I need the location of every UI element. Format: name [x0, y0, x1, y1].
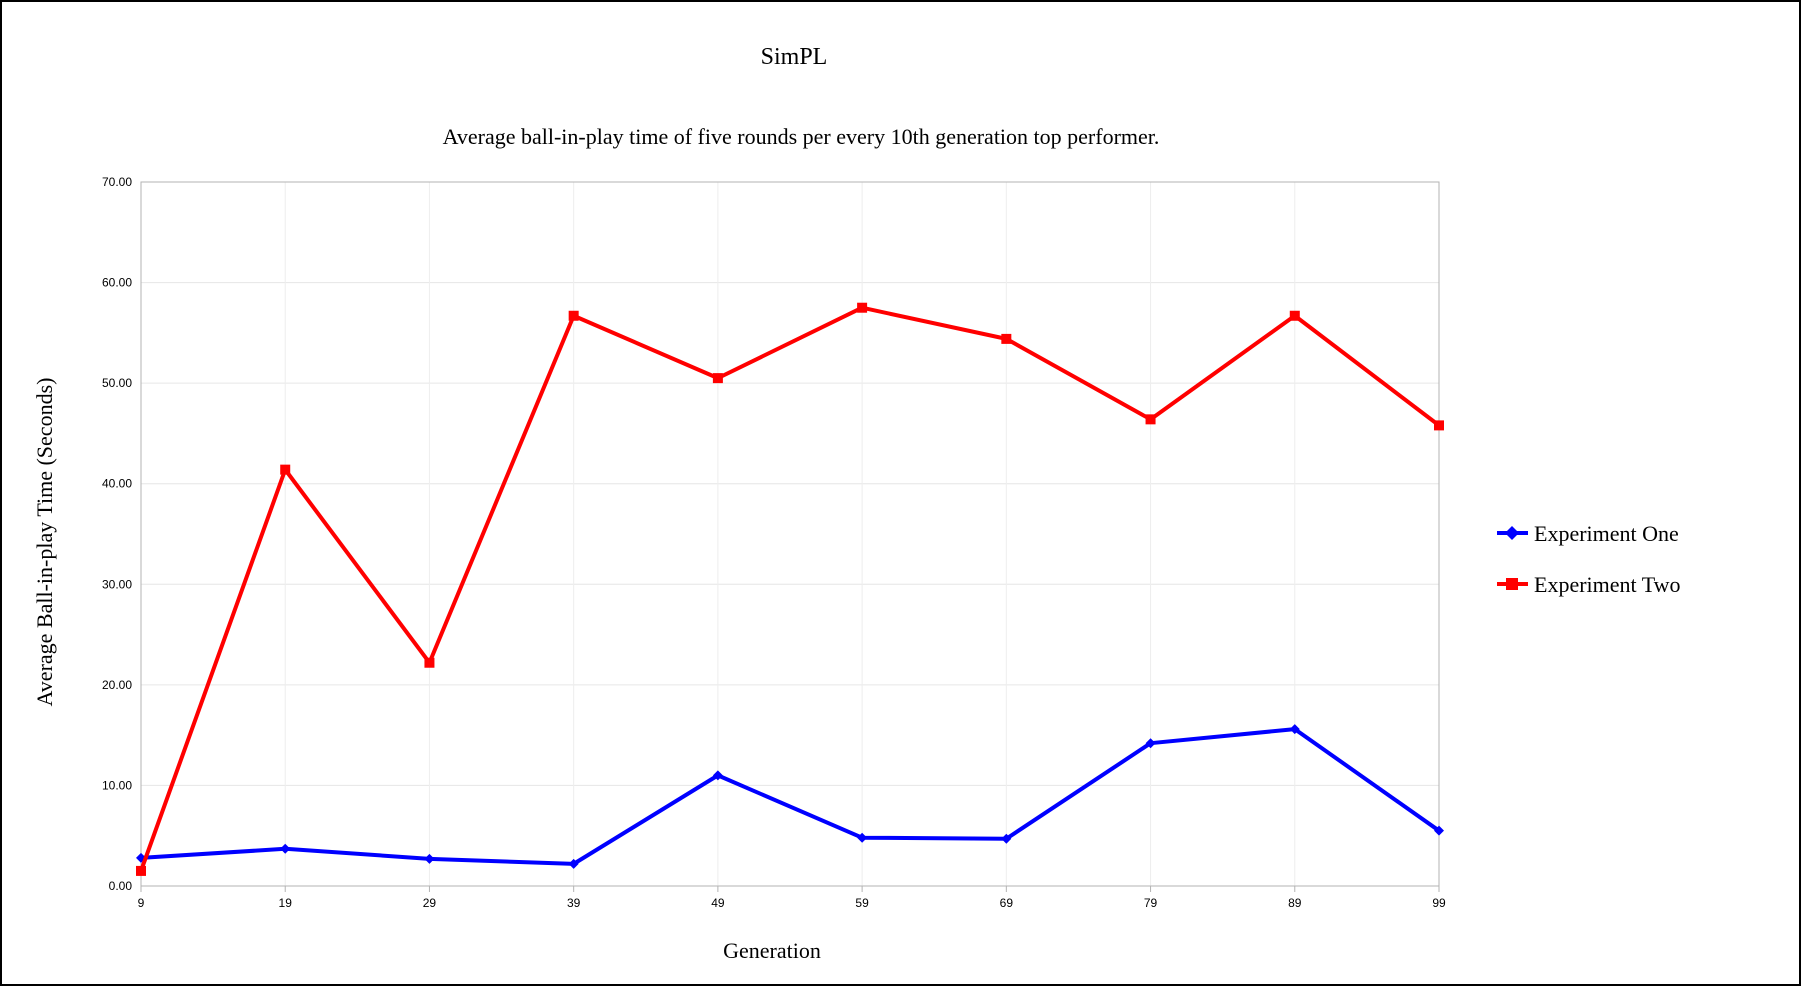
legend-marker [1506, 578, 1518, 590]
chart-title: SimPL [761, 44, 828, 70]
data-point-experiment-one [424, 853, 435, 864]
data-point-experiment-one [1434, 825, 1444, 836]
plot-area [140, 181, 1440, 887]
series-group [136, 302, 1444, 876]
data-point-experiment-two [1434, 420, 1444, 431]
legend-item-experiment-two: Experiment Two [1497, 572, 1681, 597]
y-tick-label: 20.00 [102, 678, 132, 692]
data-point-experiment-two [424, 657, 435, 668]
series-line-experiment-two [139, 305, 1441, 872]
x-tick-label: 59 [855, 896, 869, 910]
series-experiment-one [136, 724, 1444, 869]
data-point-experiment-one [280, 843, 291, 854]
x-tick-label: 49 [711, 896, 725, 910]
x-tick-label: 89 [1288, 896, 1302, 910]
x-tick-label: 99 [1432, 896, 1446, 910]
data-point-experiment-two [857, 302, 868, 313]
data-point-experiment-two [712, 373, 723, 384]
data-point-experiment-two [1001, 333, 1012, 344]
y-axis-label: Average Ball-in-play Time (Seconds) [32, 378, 57, 707]
data-point-experiment-one [1001, 833, 1012, 844]
legend: Experiment One Experiment Two [1497, 521, 1681, 597]
y-tick-label: 70.00 [102, 175, 132, 189]
y-tick-label: 10.00 [102, 778, 132, 792]
x-axis-ticks: 9 19 29 39 49 59 69 79 89 99 [138, 886, 1446, 910]
x-tick-label: 29 [423, 896, 437, 910]
data-point-experiment-two [280, 464, 291, 475]
x-tick-label: 79 [1144, 896, 1158, 910]
x-tick-label: 39 [567, 896, 581, 910]
data-point-experiment-two [136, 865, 146, 876]
y-tick-label: 50.00 [102, 376, 132, 390]
data-point-experiment-two [568, 310, 579, 321]
legend-item-experiment-one: Experiment One [1497, 521, 1679, 546]
y-tick-label: 60.00 [102, 276, 132, 290]
data-point-experiment-one [1289, 724, 1300, 735]
data-point-experiment-one [1145, 738, 1156, 749]
data-point-experiment-one [712, 770, 723, 781]
y-tick-label: 30.00 [102, 577, 132, 591]
series-line-experiment-one [140, 727, 1441, 866]
legend-label: Experiment One [1534, 521, 1679, 546]
legend-label: Experiment Two [1534, 572, 1681, 597]
y-axis-ticks: 0.00 10.00 20.00 30.00 40.00 50.00 60.00 70.00 [102, 175, 132, 893]
y-tick-label: 40.00 [102, 477, 132, 491]
chart-subtitle: Average ball-in-play time of five rounds… [443, 124, 1160, 149]
y-tick-label: 0.00 [109, 879, 133, 893]
data-point-experiment-two [1145, 414, 1156, 425]
data-point-experiment-one [568, 858, 579, 869]
x-tick-label: 69 [1000, 896, 1014, 910]
x-axis-label: Generation [723, 938, 821, 963]
data-point-experiment-one [857, 832, 868, 843]
x-tick-label: 9 [138, 896, 145, 910]
data-point-experiment-two [1289, 310, 1300, 321]
legend-marker [1505, 526, 1519, 540]
series-experiment-two [136, 302, 1444, 876]
x-tick-label: 19 [279, 896, 293, 910]
